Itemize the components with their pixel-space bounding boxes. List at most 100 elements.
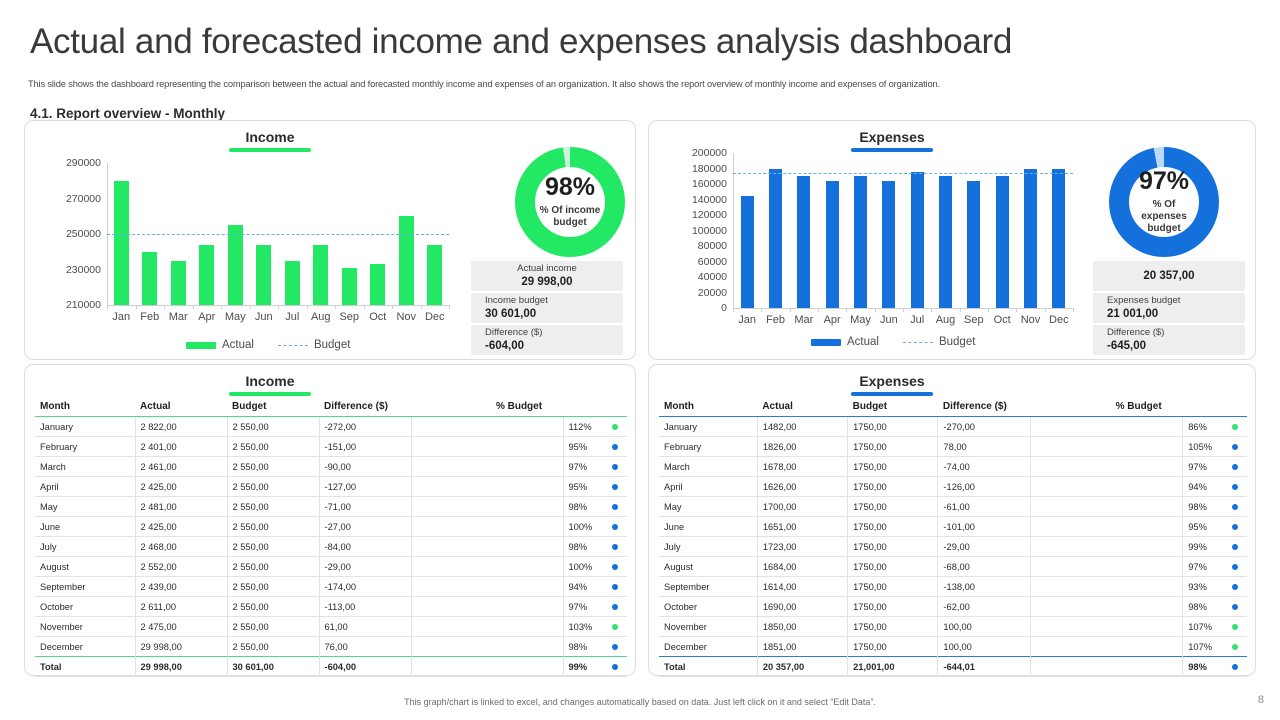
cell-difference: -272,00 — [318, 416, 411, 437]
status-dot-green — [612, 623, 618, 630]
page-title: Actual and forecasted income and expense… — [30, 22, 1013, 61]
y-tick-label: 100000 — [691, 224, 727, 237]
cell-budget: 2 550,00 — [226, 516, 319, 537]
kpi-expenses-difference: Difference ($) -645,00 — [1093, 325, 1245, 355]
cell-pct-bar — [1029, 616, 1183, 637]
x-axis-tick — [733, 308, 734, 312]
chart-bar — [113, 180, 129, 305]
cell-difference: 78,00 — [937, 436, 1031, 457]
cell-budget: 1750,00 — [847, 596, 938, 617]
x-tick-label: Jan — [112, 311, 131, 323]
table-row: October 1690,00 1750,00 -62,00 98% — [659, 596, 1247, 617]
chart-bar — [227, 225, 243, 305]
cell-pct-bar — [410, 556, 563, 577]
x-axis-tick — [420, 305, 422, 309]
y-tick-label: 120000 — [691, 209, 727, 221]
table-row: November 1850,00 1750,00 100,00 107% — [659, 616, 1247, 637]
table-total-row: Total 20 357,00 21,001,00 -644,01 98% — [659, 656, 1247, 677]
status-dot-blue — [1231, 483, 1238, 490]
kpi-actual-expenses: 20 357,00 — [1093, 261, 1245, 291]
cell-month: July — [664, 541, 681, 552]
chart-bar — [398, 216, 414, 305]
x-axis-tick — [221, 305, 222, 309]
cell-status-dot — [1223, 557, 1247, 577]
status-dot-green — [1231, 643, 1238, 650]
cell-month: June — [40, 521, 61, 532]
y-tick-label: 230000 — [65, 263, 101, 276]
x-axis-tick — [306, 305, 308, 309]
y-axis-line — [733, 153, 734, 308]
cell-budget: 2 550,00 — [226, 456, 319, 477]
chart-bar — [313, 244, 329, 305]
cell-status-dot — [603, 637, 627, 657]
x-tick-label: Aug — [310, 311, 331, 323]
x-axis-tick — [1016, 308, 1018, 312]
x-tick-label: Jul — [285, 311, 300, 323]
x-tick-label: Aug — [935, 314, 956, 326]
cell-difference: -61,00 — [937, 496, 1031, 517]
legend-label-budget: Budget — [313, 339, 351, 351]
x-tick-label: Mar — [794, 314, 814, 326]
legend-label-budget: Budget — [938, 336, 976, 348]
y-tick-label: 160000 — [691, 178, 727, 190]
cell-status-dot — [1223, 477, 1247, 497]
cell-budget: 1750,00 — [847, 416, 938, 437]
expenses-table: Month Actual Budget Difference ($)% Budget … — [659, 397, 1247, 677]
cell-pct-value: 105% — [1182, 436, 1223, 457]
cell-pct-value: 98% — [562, 536, 603, 557]
cell-budget: 1750,00 — [847, 536, 938, 557]
x-tick-label: Apr — [198, 311, 216, 323]
cell-status-dot — [1223, 597, 1247, 617]
legend-item-budget: Budget — [902, 336, 976, 348]
expenses-title-underline — [851, 148, 933, 152]
chart-bar — [995, 176, 1009, 308]
table-row: July 2 468,00 2 550,00 -84,00 98% — [35, 536, 627, 557]
cell-pct-bar — [1029, 416, 1183, 437]
x-tick-label: Jun — [254, 311, 273, 323]
cell-difference: -29,00 — [937, 536, 1031, 557]
cell-month: June — [664, 521, 685, 532]
x-tick-label: Sep — [339, 311, 360, 323]
cell-pct-bar — [1029, 636, 1183, 657]
table-row: February 1826,00 1750,00 78,00 105% — [659, 436, 1247, 457]
cell-difference: -138,00 — [937, 576, 1031, 597]
y-axis-labels: 210000 230000 250000 270000 290000 — [45, 157, 101, 311]
column-header: Difference ($) — [937, 397, 1031, 417]
cell-month: January — [40, 421, 74, 432]
status-dot-blue — [1231, 443, 1238, 450]
status-dot-blue — [1231, 523, 1238, 530]
table-row: August 1684,00 1750,00 -68,00 97% — [659, 556, 1247, 577]
cell-pct-value: 107% — [1182, 636, 1223, 657]
cell-status-dot — [1223, 497, 1247, 517]
page-subtitle: This slide shows the dashboard represent… — [28, 79, 940, 89]
x-tick-label: Dec — [1049, 314, 1069, 326]
cell-month: September — [664, 581, 710, 592]
cell-pct-bar — [1029, 476, 1183, 497]
chart-bar — [1052, 169, 1066, 308]
budget-reference-line — [733, 173, 1073, 175]
chart-bar — [769, 169, 782, 308]
income-table-title: Income — [0, 373, 635, 396]
status-dot-blue — [1231, 563, 1238, 570]
cell-difference: -151,00 — [318, 436, 411, 457]
cell-actual: 1723,00 — [756, 536, 848, 557]
cell-difference: 100,00 — [937, 636, 1031, 657]
cell-status-dot — [1223, 457, 1247, 477]
status-dot-blue — [612, 643, 618, 650]
expenses-gauge-caption: % Of expenses budget — [1141, 199, 1187, 234]
cell-pct-value: 97% — [562, 456, 603, 477]
cell-budget: 2 550,00 — [226, 616, 319, 637]
cell-pct-value: 107% — [1182, 616, 1223, 637]
cell-difference: -27,00 — [318, 516, 411, 537]
status-dot-green — [1231, 623, 1238, 630]
cell-difference: -84,00 — [318, 536, 411, 557]
x-tick-label: Nov — [1020, 314, 1041, 326]
cell-actual: 20 357,00 — [756, 656, 848, 677]
cell-status-dot — [603, 477, 627, 497]
cell-pct-value: 112% — [562, 416, 603, 437]
cell-pct-bar — [1029, 576, 1183, 597]
column-header: Budget — [227, 397, 319, 417]
cell-actual: 2 461,00 — [134, 456, 227, 477]
status-dot-blue — [612, 543, 618, 550]
table-row: November 2 475,00 2 550,00 61,00 103% — [35, 616, 627, 637]
